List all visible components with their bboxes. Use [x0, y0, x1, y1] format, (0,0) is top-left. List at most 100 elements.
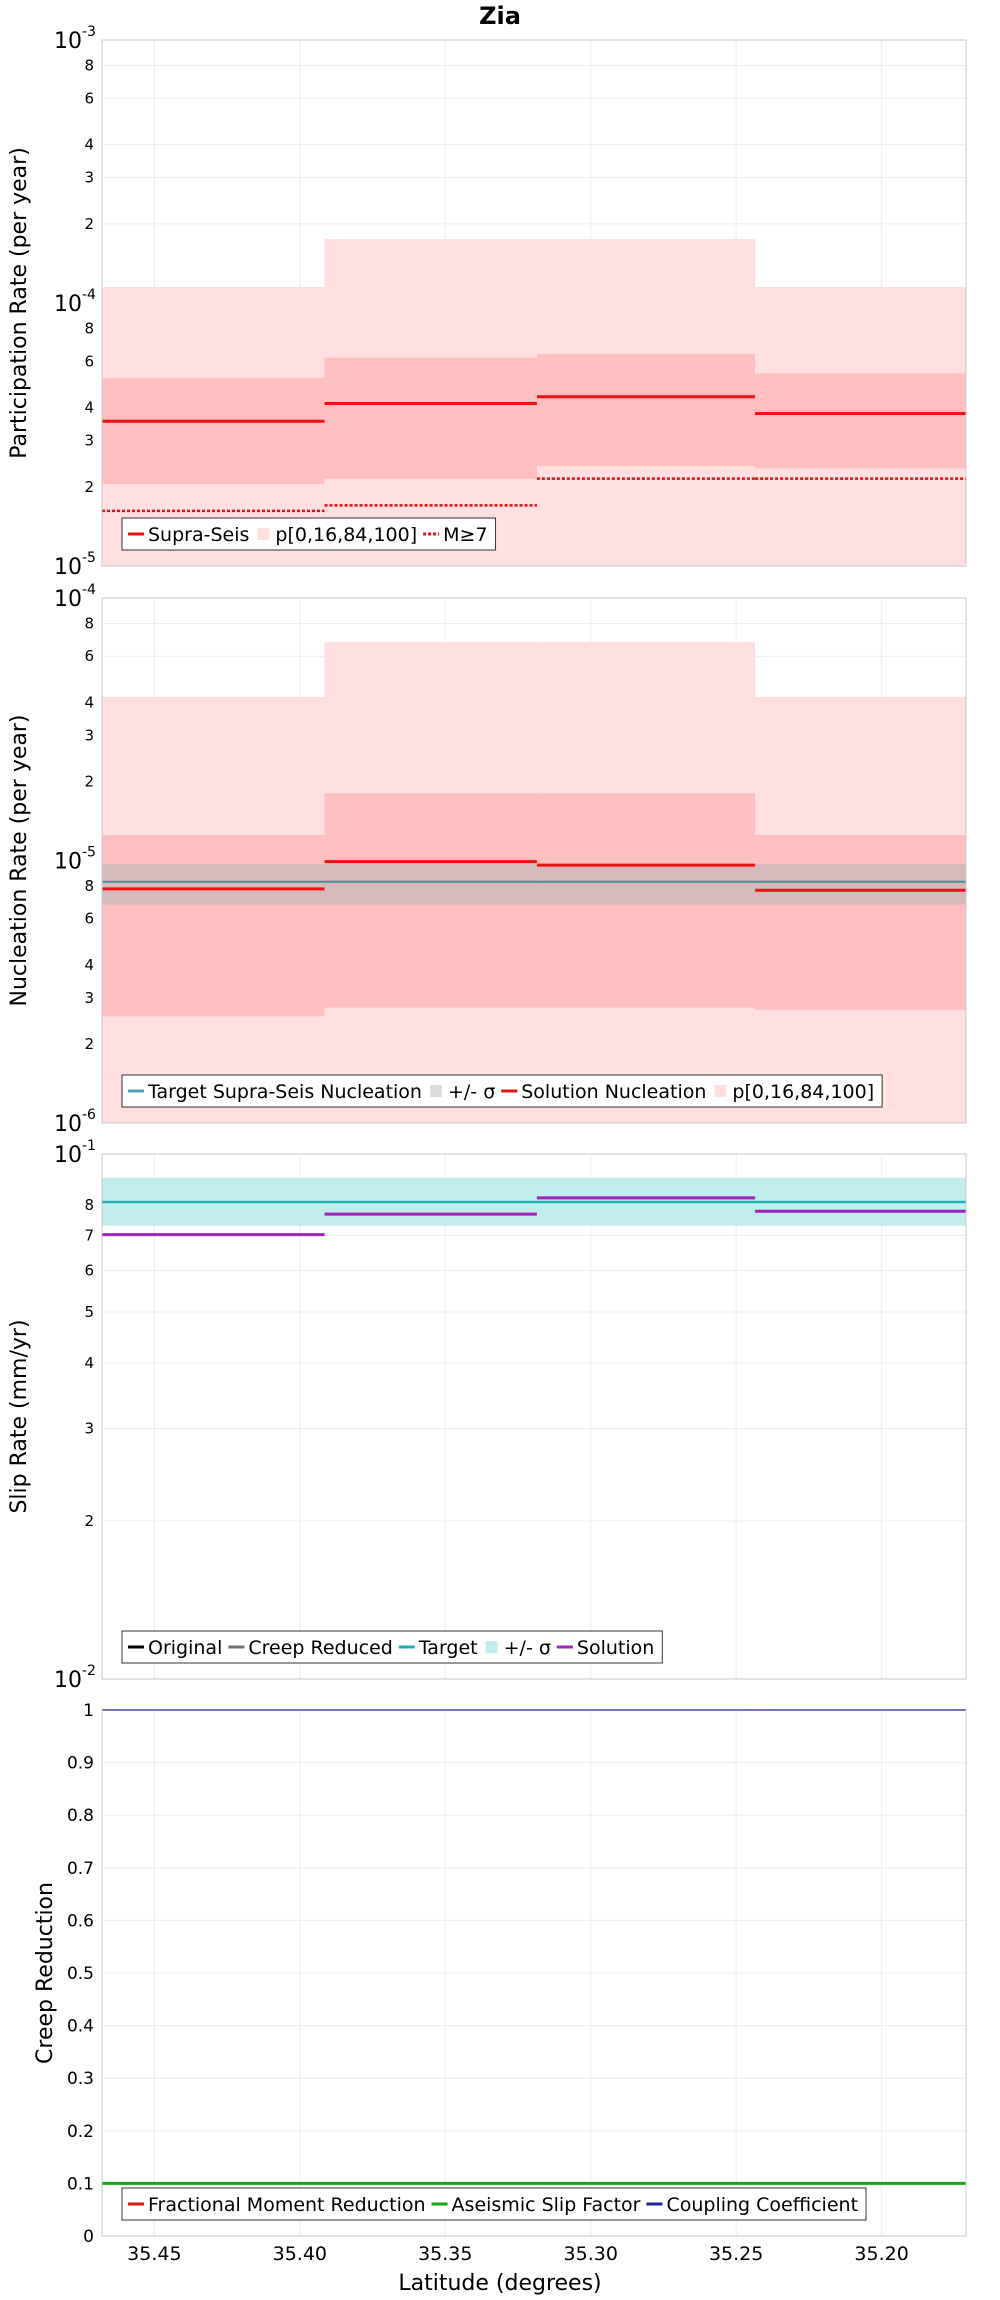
- y-minor-tick-label: 5: [84, 1303, 94, 1321]
- y-major-tick-label: 10-4: [54, 287, 96, 317]
- p-inner-band: [102, 377, 325, 485]
- y-minor-tick-label: 4: [84, 956, 94, 974]
- legend-box: [121, 2187, 867, 2221]
- x-tick-label: 35.20: [854, 2243, 908, 2265]
- y-axis-label: Participation Rate (per year): [7, 147, 32, 459]
- y-major-tick-label: 10-3: [54, 24, 96, 54]
- y-minor-tick-label: 4: [84, 136, 94, 154]
- legend-label: Target Supra-Seis Nucleation: [147, 1081, 422, 1103]
- figure-title: Zia: [479, 2, 521, 30]
- x-tick-label: 35.35: [418, 2243, 472, 2265]
- plot-frame: [101, 1153, 967, 1680]
- legend-label: Fractional Moment Reduction: [148, 2194, 426, 2216]
- y-minor-tick-label: 4: [84, 693, 94, 711]
- target-sigma-band: [102, 863, 966, 905]
- y-minor-tick-label: 7: [84, 1226, 94, 1244]
- x-axis-label: Latitude (degrees): [398, 2271, 601, 2296]
- legend-label: +/- σ: [448, 1081, 495, 1103]
- legend-label: M≥7: [443, 524, 487, 546]
- y-minor-tick-label: 8: [84, 1196, 94, 1214]
- legend-label: Solution: [577, 1637, 654, 1659]
- plot-frame: [101, 1709, 967, 2237]
- p-inner-band: [755, 835, 966, 1010]
- y-minor-tick-label: 6: [84, 1261, 94, 1279]
- p-inner-band: [755, 373, 966, 469]
- legend-label: p[0,16,84,100]: [732, 1081, 874, 1103]
- y-major-tick-label: 10-6: [54, 1107, 96, 1137]
- y-major-tick-label: 10-5: [54, 845, 96, 875]
- y-major-tick-label: 10-5: [54, 550, 96, 580]
- p-inner-band: [102, 835, 325, 1017]
- legend-label: Creep Reduced: [248, 1637, 392, 1659]
- y-minor-tick-label: 4: [84, 399, 94, 417]
- legend-box: [121, 1630, 663, 1664]
- plot-frame: [101, 39, 967, 567]
- legend-label: Coupling Coefficient: [666, 2194, 858, 2216]
- y-axis-label: Creep Reduction: [33, 1882, 58, 2064]
- y-axis-label: Slip Rate (mm/yr): [7, 1319, 32, 1513]
- y-tick-label: 0.8: [67, 1806, 94, 1826]
- y-minor-tick-label: 6: [84, 352, 94, 370]
- y-tick-label: 0.9: [67, 1754, 94, 1774]
- legend: Target Supra-Seis Nucleation +/- σ Solutio…: [121, 1074, 883, 1108]
- legend: Original Creep Reduced Target +/- σ Solution: [121, 1630, 663, 1664]
- panel-participation: 10-5 10-4 10-3 2 3 4 6 8 2 3 4 6 8 Participation Rate…: [7, 24, 967, 580]
- y-minor-tick-label: 2: [84, 215, 94, 233]
- legend-swatch: [429, 1085, 442, 1097]
- y-major-tick-label: 10-1: [54, 1138, 96, 1168]
- x-tick-label: 35.40: [273, 2243, 327, 2265]
- x-tick-label: 35.45: [127, 2243, 181, 2265]
- p-inner-band: [536, 353, 756, 467]
- legend-label: Solution Nucleation: [521, 1081, 706, 1103]
- y-minor-tick-label: 2: [84, 478, 94, 496]
- legend-label: Original: [148, 1637, 222, 1659]
- y-minor-tick-label: 6: [84, 910, 94, 928]
- legend-label: Aseismic Slip Factor: [452, 2194, 641, 2216]
- y-minor-tick-label: 2: [84, 1035, 94, 1053]
- legend-label: Supra-Seis: [148, 524, 249, 546]
- panel-nucleation: 10-6 10-5 10-4 2 3 4 6 8 2 3 4 6 8 Nucleation Rate (p…: [7, 582, 967, 1137]
- y-minor-tick-label: 6: [84, 89, 94, 107]
- y-minor-tick-label: 8: [84, 614, 94, 632]
- legend-label: +/- σ: [504, 1637, 551, 1659]
- y-major-tick-label: 10-4: [54, 582, 96, 612]
- y-minor-tick-label: 4: [84, 1354, 94, 1372]
- y-tick-label: 0.3: [67, 2069, 94, 2089]
- x-tick-label: 35.30: [564, 2243, 618, 2265]
- y-minor-tick-label: 3: [84, 726, 94, 744]
- y-minor-tick-label: 8: [84, 56, 94, 74]
- y-tick-label: 0.4: [67, 2017, 94, 2037]
- y-minor-tick-label: 8: [84, 877, 94, 895]
- y-minor-tick-label: 3: [84, 169, 94, 187]
- y-minor-tick-label: 6: [84, 647, 94, 665]
- legend-swatch: [257, 528, 270, 540]
- y-minor-tick-label: 3: [84, 432, 94, 450]
- y-tick-label: 0.5: [67, 1964, 94, 1984]
- y-axis-label: Nucleation Rate (per year): [7, 715, 32, 1007]
- panel-creep: 0 0.1 0.2 0.3 0.4 0.5 0.6 0.7 0.8 0.9 1 Creep Reduc…: [33, 1701, 967, 2265]
- y-tick-label: 0.6: [67, 1911, 94, 1931]
- y-minor-tick-label: 2: [84, 1512, 94, 1530]
- legend-label: p[0,16,84,100]: [275, 524, 417, 546]
- p-inner-band: [324, 357, 537, 479]
- legend-label: Target: [418, 1637, 478, 1659]
- legend: Supra-Seis p[0,16,84,100] M≥7: [121, 517, 497, 551]
- y-tick-label: 1: [83, 1701, 94, 1721]
- y-tick-label: 0.1: [67, 2174, 94, 2194]
- y-minor-tick-label: 3: [84, 1420, 94, 1438]
- legend-swatch: [714, 1085, 727, 1097]
- legend: Fractional Moment Reduction Aseismic Slip…: [121, 2187, 867, 2221]
- y-tick-label: 0.7: [67, 1859, 94, 1879]
- legend-swatch: [485, 1641, 498, 1653]
- y-tick-label: 0: [83, 2227, 94, 2247]
- panel-slip: 10-2 10-1 2 3 4 5 6 7 8 Slip Rate (mm/yr) Original…: [7, 1138, 967, 1693]
- y-minor-tick-label: 3: [84, 989, 94, 1007]
- y-tick-label: 0.2: [67, 2122, 94, 2142]
- plot-frame: [101, 597, 967, 1124]
- y-major-tick-label: 10-2: [54, 1663, 96, 1693]
- y-minor-tick-label: 2: [84, 772, 94, 790]
- y-minor-tick-label: 8: [84, 319, 94, 337]
- x-tick-label: 35.25: [709, 2243, 763, 2265]
